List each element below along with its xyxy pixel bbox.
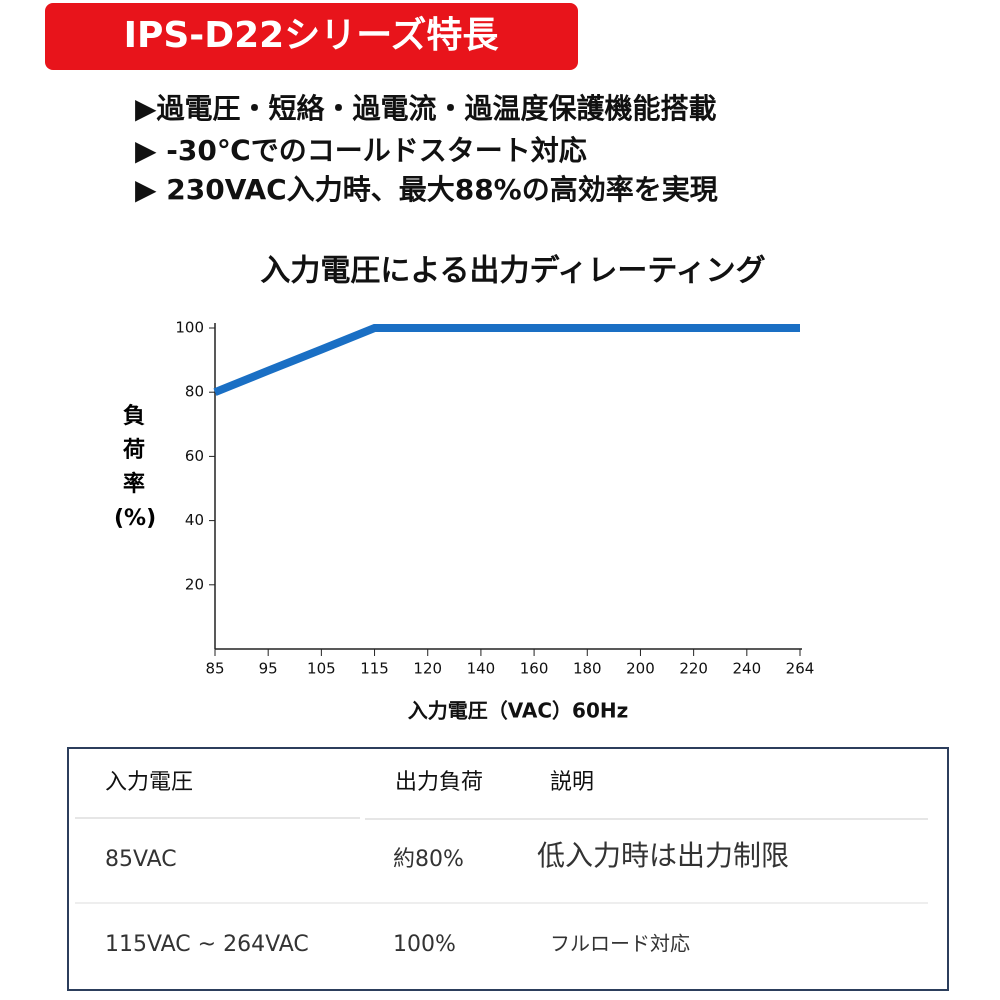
x-axis-label: 入力電圧（VAC）60Hz <box>408 699 629 723</box>
table-header: 出力負荷 <box>395 770 483 795</box>
table-header: 説明 <box>550 770 594 795</box>
feature: ▶過電圧・短絡・過電流・過温度保護機能搭載 <box>135 92 717 125</box>
x-tick-label: 220 <box>679 660 708 678</box>
x-tick-label: 120 <box>413 660 442 678</box>
y-tick-label: 100 <box>175 319 204 337</box>
x-tick-label: 264 <box>786 660 815 678</box>
table-header: 入力電圧 <box>105 770 193 795</box>
table-cell: 100% <box>393 932 456 957</box>
x-tick-label: 115 <box>360 660 389 678</box>
table-cell: 115VAC ~ 264VAC <box>105 932 309 957</box>
plot: 20 40 60 80 100 85 95 105 115 120 140 160 180 200 220 2… <box>175 319 814 678</box>
banner <box>45 3 578 70</box>
y-tick-label: 60 <box>185 447 204 465</box>
y-label-box: 負荷率(%) <box>114 404 157 531</box>
y-tick-label: 20 <box>185 575 204 593</box>
table-cell: フルロード対応 <box>550 932 690 956</box>
feature: ▶ 230VAC入力時、最大88%の高効率を実現 <box>135 173 718 206</box>
x-tick-label: 180 <box>573 660 602 678</box>
x-tick-label: 160 <box>520 660 549 678</box>
x-tick-label: 85 <box>205 660 224 678</box>
banner-title: IPS-D22シリーズ特長 <box>124 14 500 56</box>
table-cell: 約80% <box>393 847 464 872</box>
feature: ▶ -30℃でのコールドスタート対応 <box>135 134 587 167</box>
y-tick-label: 40 <box>185 511 204 529</box>
x-tick-label: 105 <box>307 660 336 678</box>
x-tick-label: 240 <box>732 660 761 678</box>
y-axis-label: 負荷率(%) <box>114 404 157 531</box>
x-tick-label: 95 <box>259 660 278 678</box>
table-cell: 85VAC <box>105 847 177 872</box>
table-frame <box>67 747 949 991</box>
data-line <box>213 324 800 396</box>
y-tick-label: 80 <box>185 383 204 401</box>
table-cell: 低入力時は出力制限 <box>537 839 789 872</box>
x-tick-label: 140 <box>467 660 496 678</box>
x-tick-label: 200 <box>626 660 655 678</box>
chart-title: 入力電圧による出力ディレーティング <box>260 254 765 289</box>
